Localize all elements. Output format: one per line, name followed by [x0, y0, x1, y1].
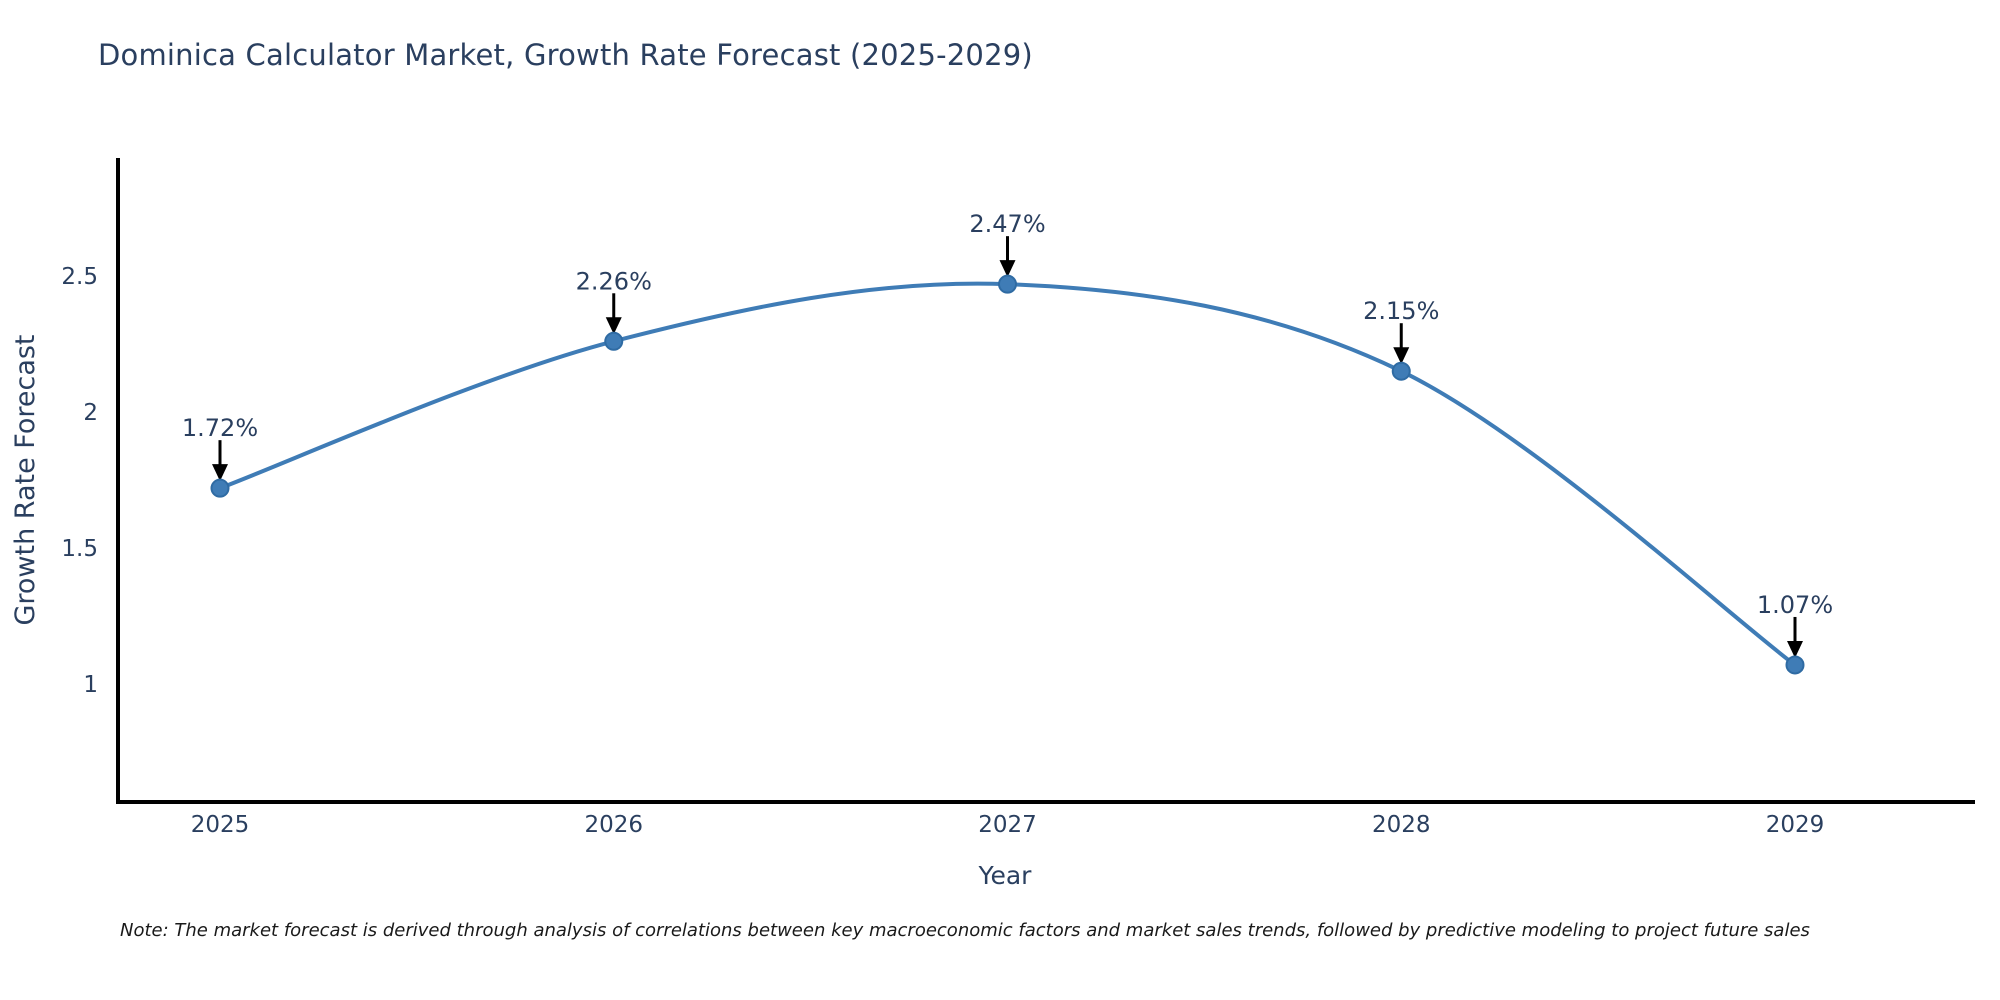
x-tick-label: 2025 [191, 812, 250, 838]
annotation-arrowhead-icon [999, 260, 1016, 278]
data-point-label: 2.47% [969, 210, 1045, 238]
data-point-marker [604, 331, 624, 351]
data-point-label: 2.26% [576, 267, 652, 295]
x-tick-label: 2026 [584, 812, 643, 838]
y-tick-label: 2.5 [61, 264, 98, 290]
annotation-arrowhead-icon [212, 464, 228, 482]
annotation-arrowhead-icon [605, 317, 622, 335]
annotation-arrowhead-icon [1787, 640, 1803, 658]
data-point-label: 1.72% [182, 414, 258, 442]
series-line [218, 281, 1797, 667]
data-point-label: 1.07% [1757, 591, 1833, 619]
x-tick-label: 2027 [978, 812, 1037, 838]
y-tick-label: 1.5 [61, 536, 98, 562]
x-tick-label: 2029 [1766, 812, 1825, 838]
data-point-marker [1391, 361, 1411, 381]
y-axis-title: Growth Rate Forecast [10, 334, 41, 625]
data-point-marker [1785, 655, 1805, 675]
data-point-label: 2.15% [1363, 297, 1439, 325]
annotation-arrowhead-icon [1393, 347, 1410, 365]
x-axis-title: Year [978, 861, 1033, 890]
data-point-marker [210, 478, 230, 498]
y-tick-label: 2 [83, 400, 98, 426]
footnote: Note: The market forecast is derived thr… [120, 920, 1810, 941]
data-point-marker [998, 274, 1017, 294]
chart-title: Dominica Calculator Market, Growth Rate … [98, 38, 1033, 72]
y-tick-label: 1 [83, 672, 98, 698]
x-tick-label: 2028 [1372, 812, 1431, 838]
